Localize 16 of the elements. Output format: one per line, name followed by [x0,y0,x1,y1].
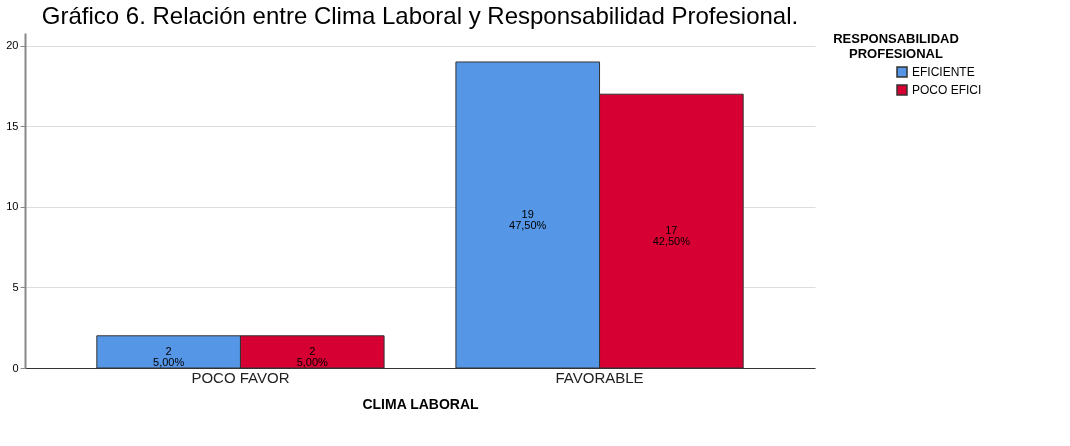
x-tick-label: POCO FAVOR [191,368,290,386]
y-tick-label: 0 [12,361,19,374]
y-tick-label: 5 [12,280,19,293]
legend-title: RESPONSABILIDAD PROFESIONAL [833,31,959,61]
y-tick-label: 10 [6,200,19,213]
data-label: 19 47,50% [509,208,547,231]
chart-title: Gráfico 6. Relación entre Clima Laboral y Responsabilidad Profesional. [41,2,799,29]
y-tick-label: 20 [6,39,19,52]
data-label: 17 42,50% [652,224,691,248]
legend-label: EFICIENTE [912,65,975,79]
legend-label: POCO EFICI [912,83,982,97]
x-tick-label: FAVORABLE [555,368,644,386]
x-axis-title: CLIMA LABORAL [362,395,480,412]
data-label: 2 5,00% [153,344,185,368]
data-label: 2 5,00% [296,344,329,368]
y-tick-label: 15 [6,119,19,132]
